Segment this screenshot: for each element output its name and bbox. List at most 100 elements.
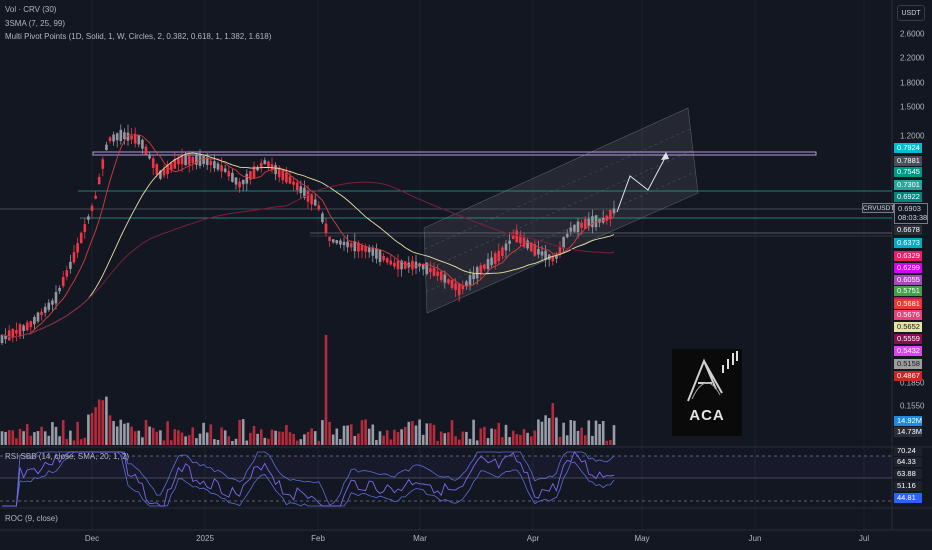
volume-bar — [612, 425, 616, 445]
volume-bar — [450, 420, 454, 445]
legend-roc: ROC (9, close) — [5, 514, 58, 523]
volume-bar — [292, 433, 295, 445]
volume-bar — [231, 440, 234, 445]
last-price-countdown: 08:03:38 — [898, 213, 928, 222]
volume-bar — [562, 422, 565, 445]
volume-bar — [324, 335, 328, 445]
volume-bar — [457, 439, 461, 445]
volume-bar — [295, 440, 299, 445]
volume-bar — [137, 430, 141, 445]
candle-body — [562, 237, 565, 249]
volume-bar — [519, 434, 522, 445]
candle-body — [591, 216, 594, 228]
volume-bar — [155, 431, 159, 445]
currency-button[interactable]: USDT — [897, 5, 925, 21]
candle-body — [213, 161, 216, 169]
candle-body — [349, 243, 353, 248]
volume-bar — [339, 438, 342, 445]
volume-bar — [385, 430, 389, 445]
candle-body — [479, 265, 483, 274]
candle-body — [47, 302, 51, 310]
legend-volume: Vol · CRV (30) — [5, 5, 57, 14]
rsi-tick: 64.33 — [894, 457, 922, 467]
candle-body — [191, 157, 195, 163]
volume-bar — [454, 436, 457, 445]
candle-body — [324, 223, 328, 234]
candle-body — [285, 172, 288, 183]
candle-body — [36, 312, 40, 322]
volume-bar — [303, 434, 306, 445]
candle-body — [558, 246, 562, 254]
volume-bar — [331, 434, 335, 445]
volume-bar — [313, 431, 317, 445]
volume-bar — [371, 424, 375, 445]
volume-bar — [36, 431, 40, 445]
volume-bar — [277, 431, 281, 445]
candle-body — [425, 262, 429, 275]
volume-bar — [58, 436, 61, 445]
volume-bar — [83, 437, 87, 445]
volume-bar — [353, 435, 357, 445]
volume-bar — [87, 414, 90, 445]
volume-bar — [576, 430, 580, 445]
volume-bar — [436, 440, 439, 445]
candle-body — [421, 263, 425, 270]
volume-bar — [141, 437, 144, 445]
candle-body — [209, 160, 213, 166]
volume-bar — [0, 431, 4, 445]
volume-bar — [565, 435, 569, 445]
volume-bar — [29, 435, 33, 445]
candle-body — [202, 155, 205, 165]
candle-body — [573, 224, 576, 232]
volume-bar — [144, 419, 148, 445]
candle-body — [371, 247, 375, 256]
volume-bar — [468, 438, 472, 445]
logo-mark-icon — [687, 351, 738, 402]
volume-bar — [177, 430, 180, 445]
candle-body — [450, 279, 454, 289]
candle-body — [123, 132, 126, 140]
volume-bar — [605, 440, 609, 445]
volume-bar — [148, 426, 151, 445]
price-marker-tag: 0.5432 — [894, 346, 922, 356]
candle-body — [94, 195, 97, 199]
candle-body — [576, 221, 580, 233]
volume-bar — [461, 431, 465, 445]
volume-bar — [594, 420, 598, 445]
volume-bar — [7, 430, 11, 445]
candle-body — [331, 239, 335, 243]
candle-body — [151, 158, 155, 168]
candle-body — [454, 283, 457, 291]
volume-bar — [256, 433, 259, 445]
candle-body — [587, 218, 591, 227]
candle-body — [486, 259, 490, 269]
price-marker-tag: 0.6055 — [894, 275, 922, 285]
candle-body — [447, 279, 450, 284]
legend-pivots: Multi Pivot Points (1D, Solid, 1, W, Cir… — [5, 32, 272, 41]
volume-bar — [598, 424, 601, 445]
candle-body — [396, 260, 400, 270]
volume-bar — [234, 438, 238, 445]
candle-body — [493, 253, 497, 264]
candle-body — [231, 172, 234, 182]
candle-body — [65, 270, 69, 277]
volume-bar — [591, 435, 594, 445]
volume-bar — [94, 407, 97, 445]
volume-bar — [465, 431, 468, 445]
candle-body — [11, 329, 15, 339]
volume-bar — [4, 431, 7, 445]
candle-body — [159, 170, 162, 179]
candle-body — [43, 306, 47, 313]
candle-body — [90, 205, 94, 211]
y-tick: 2.2000 — [900, 53, 925, 63]
y-tick: 1.5000 — [900, 102, 925, 112]
candle-body — [367, 247, 371, 253]
volume-bar — [65, 439, 69, 445]
volume-bar — [396, 432, 400, 445]
volume-bar — [288, 432, 292, 445]
volume-bar — [490, 428, 493, 445]
volume-bar — [551, 403, 555, 445]
volume-bar — [587, 420, 591, 445]
volume-bar — [540, 421, 544, 445]
